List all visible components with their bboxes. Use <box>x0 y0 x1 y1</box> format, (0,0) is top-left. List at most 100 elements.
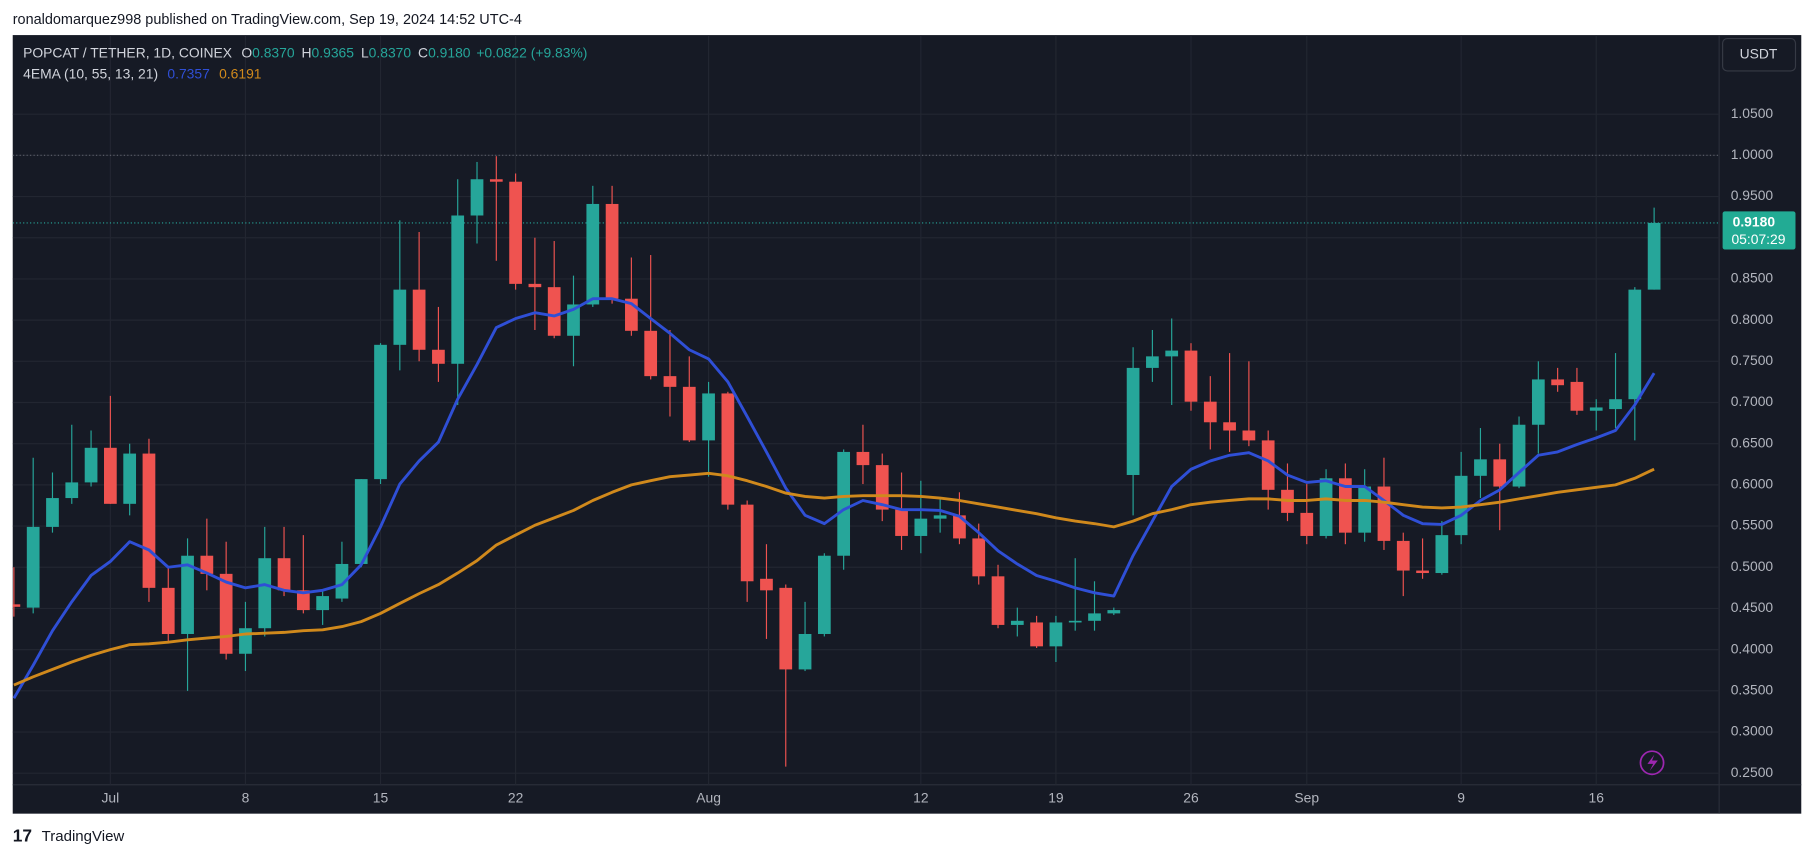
candle-body <box>1010 620 1024 625</box>
candle-body <box>181 555 194 634</box>
x-tick-label: 22 <box>508 789 524 805</box>
x-tick-label: Aug <box>696 789 721 805</box>
y-tick-label: 0.4500 <box>1731 599 1774 615</box>
candle-body <box>26 526 40 608</box>
chart-panel <box>12 35 1802 814</box>
candle-body <box>837 451 851 556</box>
y-tick-label: 0.7000 <box>1731 393 1774 409</box>
legend-ohlc: POPCAT / TETHER, 1D, COINEX O0.8370 H0.936… <box>23 44 587 60</box>
candle-body <box>1030 622 1043 647</box>
candle-body <box>1146 356 1159 368</box>
ohlc-key: L <box>361 44 369 60</box>
candle-body <box>239 628 252 654</box>
candle-body <box>914 518 928 536</box>
candle-body <box>451 215 465 364</box>
candle-body <box>1319 478 1333 536</box>
candle-body <box>1396 540 1410 571</box>
candle-body <box>219 573 233 654</box>
alert-icon[interactable] <box>1639 750 1665 776</box>
published-note: ronaldomarquez998 published on TradingVi… <box>13 12 522 28</box>
ohlc-value: 0.8370 <box>252 44 295 60</box>
candle-body <box>760 578 773 591</box>
candle-body <box>1203 401 1217 423</box>
candle-body <box>65 482 79 499</box>
candle-body <box>682 386 696 441</box>
last-price-label: 0.9180 <box>1733 214 1776 230</box>
candle-body <box>432 349 445 364</box>
candle-body <box>1300 512 1314 536</box>
candle-body <box>123 453 137 504</box>
candle-body <box>1474 459 1487 476</box>
indicator-name: 4EMA (10, 55, 13, 21) <box>23 65 158 81</box>
candle-body <box>412 289 426 350</box>
candle-body <box>335 563 349 599</box>
countdown: 05:07:29 <box>1731 231 1785 247</box>
candle-body <box>1339 478 1352 533</box>
candle-body <box>817 555 831 634</box>
candle-body <box>1531 379 1545 425</box>
y-tick-label: 0.5500 <box>1731 517 1774 533</box>
candle-body <box>84 447 98 483</box>
ema-line <box>12 297 1656 699</box>
legend-ema: 4EMA (10, 55, 13, 21) 0.7357 0.6191 <box>23 65 262 81</box>
candle-body <box>702 393 715 441</box>
candle-body <box>779 587 793 670</box>
ohlc-key: H <box>302 44 312 60</box>
y-tick-label: 0.8000 <box>1731 311 1774 327</box>
change: +0.0822 (+9.83%) <box>476 44 587 60</box>
candle-body <box>663 376 677 387</box>
plot <box>12 154 1720 767</box>
candle-body <box>1570 381 1584 411</box>
candle-body <box>1609 399 1622 410</box>
brand-logo: 17 <box>13 825 32 845</box>
y-tick-label: 0.3500 <box>1731 682 1774 698</box>
candle-body <box>104 447 117 504</box>
candle-body <box>1377 486 1391 541</box>
y-tick-label: 1.0500 <box>1731 105 1774 121</box>
brand-name: TradingView <box>42 828 125 845</box>
candle-body <box>1261 440 1275 490</box>
y-tick-label: 1.0000 <box>1731 146 1774 162</box>
ohlc-value: 0.9180 <box>428 44 471 60</box>
candle-body <box>1107 610 1121 614</box>
x-tick-label: 16 <box>1589 789 1605 805</box>
ohlc-value: 0.9365 <box>312 44 355 60</box>
x-tick-label: 15 <box>373 789 389 805</box>
candle-body <box>1435 535 1449 574</box>
x-tick-label: 12 <box>913 789 929 805</box>
y-tick-label: 0.8500 <box>1731 270 1774 286</box>
y-tick-label: 0.7500 <box>1731 352 1774 368</box>
y-tick-label: 0.6500 <box>1731 434 1774 450</box>
candle-body <box>1049 622 1063 647</box>
candle-body <box>1068 620 1082 623</box>
candle-body <box>1223 422 1236 431</box>
ema-value: 0.6191 <box>219 65 262 81</box>
candle-body <box>470 179 484 216</box>
axes: 0.2500 0.3000 0.3500 0.4000 0.4500 0.5000 0.55… <box>101 105 1796 805</box>
x-tick-label: Sep <box>1294 789 1319 805</box>
candle-body <box>1647 222 1661 290</box>
ema-value: 0.7357 <box>167 65 210 81</box>
candle-body <box>1416 570 1429 574</box>
candle-body <box>798 633 812 670</box>
x-tick-label: 26 <box>1183 789 1199 805</box>
candle-body <box>489 179 503 182</box>
candle-body <box>374 344 387 480</box>
candle-body <box>509 181 522 284</box>
ohlc-value: 0.8370 <box>369 44 412 60</box>
ohlc-key: O <box>241 44 252 60</box>
currency-button[interactable] <box>1722 37 1797 72</box>
y-tick-label: 0.5000 <box>1731 558 1774 574</box>
y-tick-label: 0.4000 <box>1731 640 1774 656</box>
candle-body <box>1126 367 1140 475</box>
candle-body <box>277 558 291 591</box>
candle-body <box>296 590 310 611</box>
candle-body <box>644 330 658 377</box>
candle-body <box>972 538 986 577</box>
candle-body <box>393 289 407 345</box>
candle-body <box>528 283 542 288</box>
currency-label[interactable]: USDT <box>1740 45 1778 61</box>
x-tick-label: 8 <box>242 789 250 805</box>
candle-body <box>586 203 600 305</box>
candle-body <box>605 203 619 299</box>
